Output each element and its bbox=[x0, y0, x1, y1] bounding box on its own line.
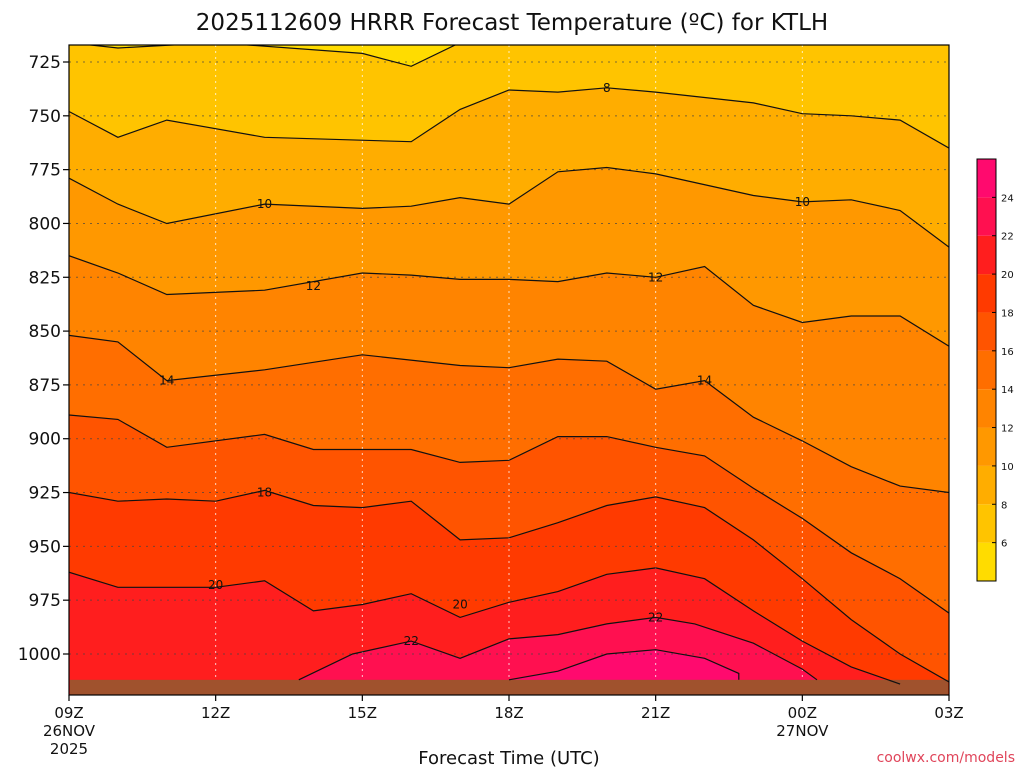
colorbar-swatch-22 bbox=[977, 197, 996, 236]
isotherm-10 bbox=[69, 166, 949, 248]
x-tick-label-21Z: 21Z bbox=[641, 704, 670, 722]
colorbar-frame bbox=[976, 158, 997, 582]
colorbar-swatch-6 bbox=[977, 504, 996, 543]
y-tick-label-950: 950 bbox=[29, 537, 61, 557]
contour-label-22: 22 bbox=[404, 634, 419, 648]
isotherm-12 bbox=[69, 255, 949, 347]
ground-strip bbox=[70, 679, 948, 695]
y-tick-label-825: 825 bbox=[29, 268, 61, 288]
contour-label-20: 20 bbox=[452, 597, 467, 611]
contour-label-10: 10 bbox=[257, 197, 272, 211]
isotherm-22 bbox=[298, 616, 818, 681]
colorbar-label-12: 12 bbox=[1001, 424, 1014, 435]
y-tick-label-725: 725 bbox=[29, 53, 61, 73]
contour-label-20: 20 bbox=[208, 578, 223, 592]
y-tick-label-925: 925 bbox=[29, 484, 61, 504]
y-tick-label-975: 975 bbox=[29, 591, 61, 611]
chart-title: 2025112609 HRRR Forecast Temperature (ºC… bbox=[196, 10, 828, 36]
x-tick-label-09Z: 09Z bbox=[54, 704, 83, 722]
isotherm-6 bbox=[85, 45, 457, 67]
colorbar-swatch-16 bbox=[977, 312, 996, 351]
isotherm-18 bbox=[69, 489, 949, 683]
isotherm-8 bbox=[69, 87, 949, 149]
contour-label-12: 12 bbox=[306, 279, 321, 293]
y-tick-label-850: 850 bbox=[29, 322, 61, 342]
x-tick-label-03Z: 03Z bbox=[934, 704, 963, 722]
colorbar-label-8: 8 bbox=[1001, 500, 1007, 511]
colorbar-swatch-20 bbox=[977, 235, 996, 275]
credit-text: coolwx.com/models bbox=[877, 750, 1015, 766]
colorbar-label-6: 6 bbox=[1001, 539, 1007, 550]
colorbar-swatch-24 bbox=[977, 159, 996, 198]
x-tick-label-15Z: 15Z bbox=[348, 704, 377, 722]
colorbar-swatch-18 bbox=[977, 274, 996, 313]
isotherm-16 bbox=[69, 414, 949, 614]
colorbar-swatch-10 bbox=[977, 427, 996, 466]
x-axis-label: Forecast Time (UTC) bbox=[418, 748, 599, 768]
isotherm-24 bbox=[508, 649, 740, 681]
temperature-fill-layer bbox=[69, 45, 949, 695]
colorbar-swatch-14 bbox=[977, 350, 996, 390]
colorbar-swatch-4 bbox=[977, 542, 996, 581]
colorbar: 6 8 10 12 14 16 18 20 22 24 bbox=[976, 158, 1014, 582]
y-tick-label-875: 875 bbox=[29, 376, 61, 396]
y-tick-label-750: 750 bbox=[29, 107, 61, 127]
contour-label-layer: 8 10 10 12 12 14 14 18 20 20 22 22 bbox=[159, 81, 810, 648]
contour-label-22: 22 bbox=[648, 610, 663, 624]
isotherm-14 bbox=[69, 334, 949, 494]
x-date-label-26NOV: 26NOV bbox=[43, 722, 96, 740]
contour-label-14: 14 bbox=[159, 374, 174, 388]
colorbar-label-14: 14 bbox=[1001, 385, 1014, 396]
contour-label-8: 8 bbox=[603, 81, 611, 95]
x-tick-label-18Z: 18Z bbox=[494, 704, 523, 722]
contour-label-18: 18 bbox=[257, 486, 272, 500]
x-tick-label-12Z: 12Z bbox=[201, 704, 230, 722]
y-tick-label-800: 800 bbox=[29, 214, 61, 234]
ground-layer bbox=[70, 679, 948, 695]
y-tick-label-775: 775 bbox=[29, 161, 61, 181]
colorbar-label-10: 10 bbox=[1001, 462, 1014, 473]
grid-layer bbox=[69, 45, 949, 695]
colorbar-label-22: 22 bbox=[1001, 232, 1014, 243]
x-year-label: 2025 bbox=[50, 740, 88, 758]
isotherm-layer bbox=[69, 45, 949, 685]
contour-label-14: 14 bbox=[697, 374, 712, 388]
y-axis: 725 750 775 800 825 850 875 900 925 950 975 1000 bbox=[18, 53, 69, 665]
colorbar-label-20: 20 bbox=[1001, 270, 1014, 281]
colorbar-swatch-8 bbox=[977, 465, 996, 505]
y-tick-label-1000: 1000 bbox=[18, 645, 61, 665]
y-tick-label-900: 900 bbox=[29, 430, 61, 450]
colorbar-label-18: 18 bbox=[1001, 308, 1014, 319]
colorbar-label-16: 16 bbox=[1001, 347, 1014, 358]
contour-label-12: 12 bbox=[648, 270, 663, 284]
x-tick-label-00Z: 00Z bbox=[788, 704, 817, 722]
colorbar-swatch-12 bbox=[977, 389, 996, 428]
isotherm-20 bbox=[69, 567, 901, 685]
contour-label-10: 10 bbox=[795, 195, 810, 209]
x-date-label-27NOV: 27NOV bbox=[776, 722, 829, 740]
colorbar-label-24: 24 bbox=[1001, 193, 1014, 204]
